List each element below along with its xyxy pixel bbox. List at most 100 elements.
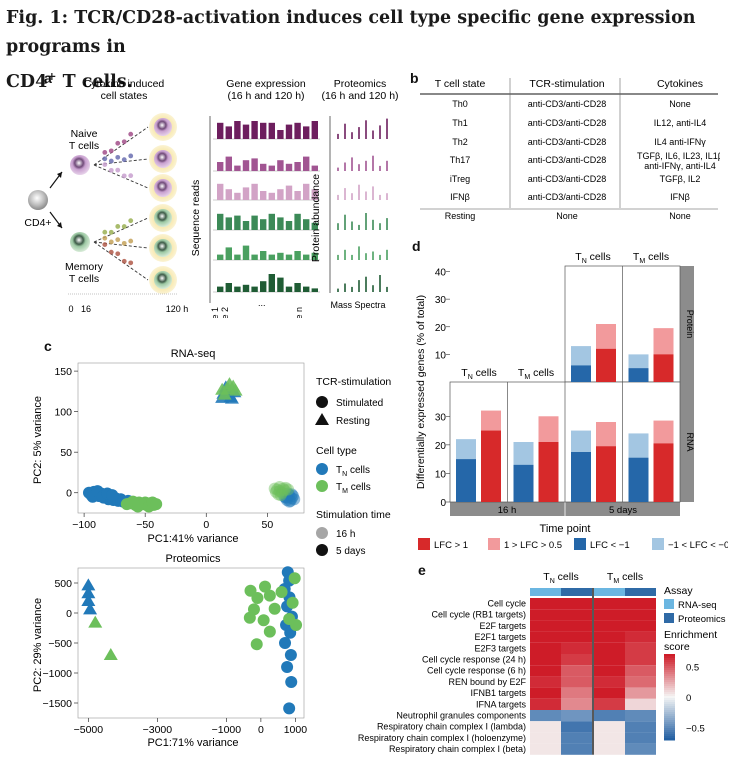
score-gradient-step <box>664 726 675 729</box>
gene-bar <box>268 213 275 230</box>
cytokine-dot <box>108 148 114 154</box>
gene-bar <box>225 283 232 292</box>
gene-bar <box>242 284 250 292</box>
score-gradient-step <box>664 736 675 739</box>
score-gradient-step <box>664 696 675 699</box>
gene-bar <box>251 158 258 171</box>
gene-bar <box>311 222 318 230</box>
x-tick-label: −50 <box>136 519 154 531</box>
bar-up-strong <box>653 443 674 502</box>
gene-bar <box>294 251 301 260</box>
pca-point-circle <box>278 484 291 497</box>
table-cell-cytokines: None <box>669 99 691 109</box>
legend-stimulated: Stimulated <box>336 398 383 409</box>
legend-resting: Resting <box>336 416 370 427</box>
heatmap-cell <box>625 598 656 610</box>
x-tick-label: −5000 <box>74 724 104 736</box>
pca-point-circle <box>284 649 297 661</box>
bar-up-strong <box>481 430 501 502</box>
gene-bar <box>285 254 293 260</box>
cytokine-dot <box>108 239 114 245</box>
rna-pca-points <box>82 377 301 513</box>
d-legend-label-2: LFC < −1 <box>590 540 630 551</box>
d-legend-swatch-0 <box>418 538 430 550</box>
pca-point-circle <box>268 602 281 615</box>
time-label-16h: 16 h <box>498 505 517 516</box>
title-cd4: CD4 <box>6 71 48 92</box>
score-gradient-step <box>664 668 675 671</box>
score-gradient-step <box>664 714 675 717</box>
heatmap-cell <box>625 609 656 621</box>
x-tick-label: 0 <box>203 519 209 531</box>
state-arrow-4 <box>93 241 149 249</box>
bar-up-strong <box>596 446 616 502</box>
heatmap-cell <box>530 620 561 632</box>
heatmap-row-label: Neutrophil granules components <box>396 711 526 721</box>
panel-d-chart: Protein RNA 16 h 5 days Time point Differenti… <box>415 251 728 551</box>
gene-bar <box>294 191 301 200</box>
gene-bar <box>294 162 301 171</box>
cytokine-dot <box>102 150 108 155</box>
cytokine-dot <box>115 224 121 229</box>
x-tick-label: 50 <box>262 519 274 531</box>
assay-legend-rna: RNA-seq <box>678 600 717 611</box>
rna-pca-axes: −100 −50 0 50 0 50 100 150 <box>54 366 273 531</box>
table-cell-state: iTreg <box>450 174 470 184</box>
genen-label: Gene n <box>294 307 304 318</box>
score-gradient-step <box>664 708 675 711</box>
table-cell-cytokines: IL12, anti-IL4 <box>654 118 707 128</box>
state-cell-icon-1 <box>154 150 172 168</box>
heatmap-cell <box>530 710 561 722</box>
state-arrow-2 <box>93 164 149 189</box>
assay-annotation-cell <box>530 588 561 596</box>
score-gradient-step <box>664 722 675 725</box>
d-xlabel: Time point <box>540 523 591 535</box>
cytokine-dot <box>128 238 134 244</box>
pca-point-circle <box>263 589 276 602</box>
gene-bar <box>234 121 241 139</box>
heatmap-cell <box>561 609 592 621</box>
heatmap-cell <box>594 654 625 666</box>
gene-bar <box>251 215 258 230</box>
heatmap-cell <box>594 698 625 710</box>
state-cell-icon-5 <box>154 271 172 289</box>
gene-bar <box>260 281 267 292</box>
gene-bar <box>242 187 250 200</box>
legend-tm-marker <box>316 480 328 492</box>
heatmap-cell <box>530 654 561 666</box>
d-legend-label-3: −1 < LFC < −0.5 <box>668 540 728 551</box>
gene-header-2: (16 h and 120 h) <box>227 90 304 102</box>
y-tick-label: −1000 <box>43 668 73 680</box>
cytokine-dot <box>128 131 134 137</box>
heatmap-cell <box>625 721 656 733</box>
legend-time-title: Stimulation time <box>316 509 391 521</box>
gene-header-1: Gene expression <box>226 78 306 90</box>
protein-y-tick-label: 40 <box>435 268 447 279</box>
table-cell-tcr: anti-CD3/anti-CD28 <box>528 99 607 109</box>
pca-point-triangle <box>83 602 98 615</box>
x-tick-label: 0 <box>258 724 264 736</box>
score-gradient-step <box>664 674 675 677</box>
state-arrow-3 <box>93 217 149 243</box>
heatmap-cell <box>561 710 592 722</box>
pca-point-circle <box>275 586 288 598</box>
bar-down-strong <box>513 464 534 502</box>
heatmap-cell <box>625 687 656 699</box>
rna-y-tick-label: 10 <box>435 469 447 480</box>
pca-point-circle <box>120 498 133 511</box>
heatmap-cell <box>530 687 561 699</box>
gene-bar <box>303 126 310 139</box>
heatmap-cell <box>625 710 656 722</box>
e-column-header: TM cells <box>607 571 643 585</box>
table-cell-state: IFNβ <box>450 192 470 202</box>
heatmap-cell <box>594 642 625 654</box>
time-0: 0 <box>68 304 73 314</box>
gene-dots: ... <box>258 298 266 308</box>
gene-bar <box>268 122 275 139</box>
score-gradient-step <box>664 676 675 679</box>
heatmap-row-label: IFNA targets <box>476 699 527 709</box>
score-gradient-step <box>664 710 675 713</box>
gene-bar <box>234 215 241 230</box>
pca-point-circle <box>285 676 298 688</box>
